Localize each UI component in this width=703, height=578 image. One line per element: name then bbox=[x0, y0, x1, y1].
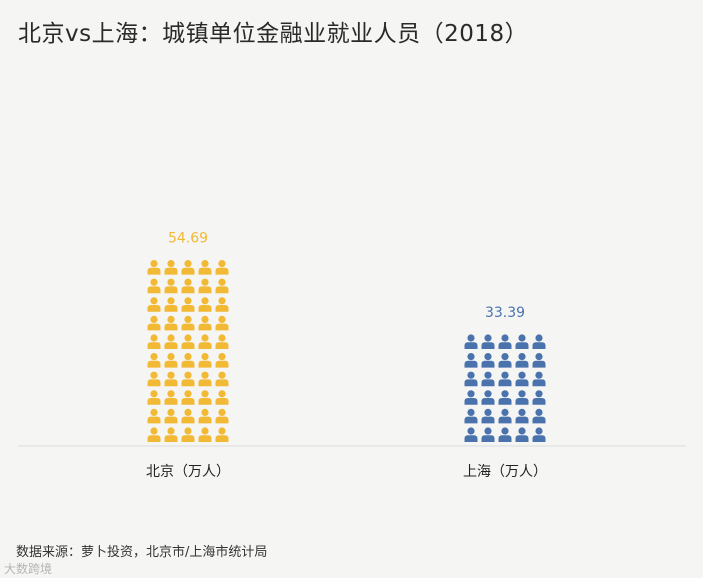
person-icon bbox=[198, 278, 212, 294]
person-icon bbox=[164, 371, 178, 387]
person-icon bbox=[215, 353, 229, 368]
person-icon bbox=[181, 353, 195, 368]
person-icon bbox=[498, 334, 512, 349]
person-icon bbox=[198, 390, 212, 405]
person-icon bbox=[164, 334, 178, 349]
person-icon bbox=[498, 408, 512, 424]
person-icon bbox=[515, 390, 529, 405]
person-icon bbox=[164, 390, 178, 405]
person-icon bbox=[215, 371, 229, 387]
person-icon bbox=[464, 427, 478, 442]
person-icon bbox=[181, 371, 195, 387]
person-icon bbox=[515, 353, 529, 368]
person-icon bbox=[181, 408, 195, 424]
series-0 bbox=[147, 260, 229, 442]
person-icon bbox=[181, 315, 195, 331]
person-icon bbox=[164, 408, 178, 424]
page-title: 北京vs上海：城镇单位金融业就业人员（2018） bbox=[18, 21, 529, 47]
person-icon bbox=[532, 427, 546, 442]
person-icon bbox=[498, 390, 512, 405]
person-icon bbox=[515, 408, 529, 424]
person-icon bbox=[498, 371, 512, 387]
person-icon bbox=[215, 334, 229, 349]
person-icon bbox=[198, 260, 212, 275]
person-icon bbox=[532, 353, 546, 368]
person-icon bbox=[147, 334, 161, 349]
person-icon bbox=[481, 427, 495, 442]
person-icon bbox=[181, 427, 195, 442]
person-icon bbox=[515, 427, 529, 442]
person-icon bbox=[481, 408, 495, 424]
person-icon bbox=[215, 408, 229, 424]
person-icon bbox=[198, 315, 212, 331]
series-1 bbox=[464, 334, 546, 442]
person-icon bbox=[481, 334, 495, 349]
person-icon bbox=[215, 427, 229, 442]
person-icon bbox=[215, 297, 229, 312]
person-icon bbox=[147, 297, 161, 312]
person-icon bbox=[464, 390, 478, 405]
person-icon bbox=[532, 334, 546, 349]
person-icon bbox=[498, 427, 512, 442]
person-icon bbox=[147, 408, 161, 424]
person-icon bbox=[181, 260, 195, 275]
person-icon bbox=[164, 427, 178, 442]
person-icon bbox=[147, 371, 161, 387]
person-icon bbox=[481, 353, 495, 368]
person-icon bbox=[198, 371, 212, 387]
person-icon bbox=[147, 260, 161, 275]
person-icon bbox=[147, 278, 161, 294]
person-icon bbox=[147, 390, 161, 405]
value-label: 33.39 bbox=[485, 305, 525, 321]
person-icon bbox=[181, 390, 195, 405]
person-icon bbox=[215, 278, 229, 294]
person-icon bbox=[198, 297, 212, 312]
person-icon bbox=[464, 371, 478, 387]
person-icon bbox=[215, 260, 229, 275]
person-icon bbox=[464, 353, 478, 368]
person-icon bbox=[215, 390, 229, 405]
person-icon bbox=[532, 408, 546, 424]
watermark: 大数跨境 bbox=[4, 562, 53, 576]
person-icon bbox=[481, 390, 495, 405]
person-icon bbox=[498, 353, 512, 368]
person-icon bbox=[147, 427, 161, 442]
source-note: 数据来源：萝卜投资，北京市/上海市统计局 bbox=[16, 545, 268, 560]
category-label: 上海（万人） bbox=[463, 464, 547, 480]
person-icon bbox=[181, 334, 195, 349]
person-icon bbox=[481, 371, 495, 387]
person-icon bbox=[515, 334, 529, 349]
person-icon bbox=[532, 371, 546, 387]
person-icon bbox=[198, 408, 212, 424]
person-icon bbox=[147, 315, 161, 331]
person-icon bbox=[164, 315, 178, 331]
person-icon bbox=[164, 260, 178, 275]
person-icon bbox=[464, 408, 478, 424]
person-icon bbox=[532, 390, 546, 405]
person-icon bbox=[164, 297, 178, 312]
person-icon bbox=[464, 334, 478, 349]
person-icon bbox=[164, 353, 178, 368]
person-icon bbox=[147, 353, 161, 368]
value-label: 54.69 bbox=[168, 231, 208, 247]
person-icon bbox=[198, 353, 212, 368]
person-icon bbox=[515, 371, 529, 387]
category-label: 北京（万人） bbox=[146, 464, 230, 480]
person-icon bbox=[198, 334, 212, 349]
person-icon bbox=[198, 427, 212, 442]
person-icon bbox=[181, 278, 195, 294]
person-icon bbox=[181, 297, 195, 312]
person-icon bbox=[164, 278, 178, 294]
person-icon bbox=[215, 315, 229, 331]
